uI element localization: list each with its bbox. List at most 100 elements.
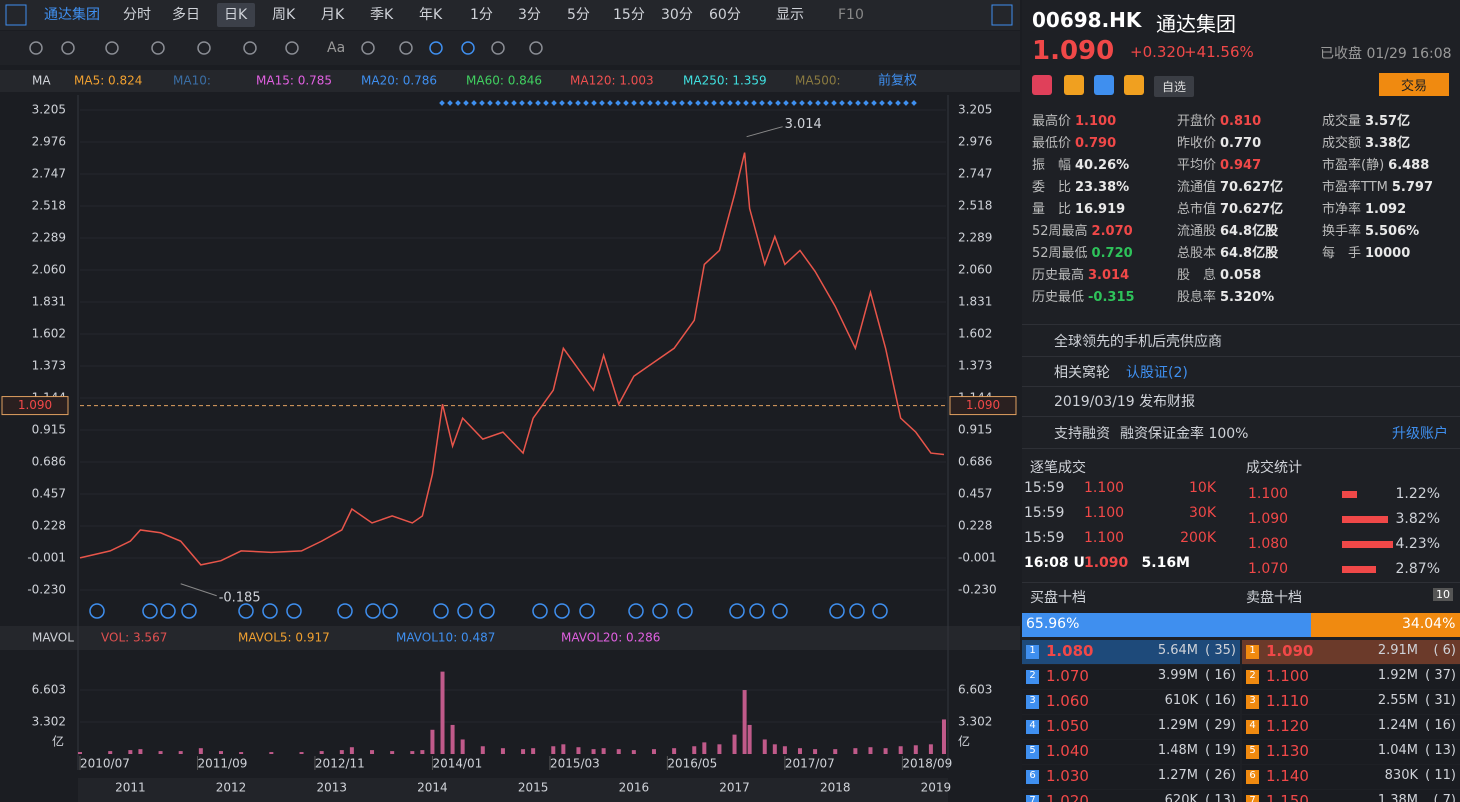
volume-bar: [742, 690, 747, 754]
panel-icon[interactable]: [991, 4, 1013, 26]
stat-label: 每 手: [1322, 246, 1362, 261]
event-marker[interactable]: [89, 603, 105, 619]
book-row: [1242, 665, 1460, 689]
book-price: 1.060: [1046, 692, 1089, 710]
signal-dot: [535, 100, 541, 106]
signal-dot: [695, 100, 701, 106]
tool-row-bg: [0, 31, 1020, 65]
period-tab[interactable]: 月K: [321, 7, 345, 23]
event-marker[interactable]: [652, 603, 668, 619]
book-count: ( 37): [1425, 668, 1456, 683]
signal-dot: [647, 100, 653, 106]
adjust-button[interactable]: 前复权: [878, 73, 917, 89]
tool-icon[interactable]: [61, 41, 75, 55]
volume-bar: [591, 749, 596, 754]
event-marker[interactable]: [772, 603, 788, 619]
event-marker[interactable]: [433, 603, 449, 619]
volume-bar: [158, 751, 163, 754]
event-marker[interactable]: [181, 603, 197, 619]
level-badge: 5: [1246, 745, 1259, 759]
tool-icon[interactable]: [105, 41, 119, 55]
period-tab[interactable]: 年K: [419, 7, 443, 23]
stat-item: 市净率 1.092: [1322, 198, 1406, 217]
event-marker[interactable]: [337, 603, 353, 619]
stat-value: 10000: [1365, 246, 1411, 261]
volume-bar: [480, 746, 485, 754]
event-marker[interactable]: [872, 603, 888, 619]
volume-bar: [561, 744, 566, 754]
stat-price: 1.070: [1248, 561, 1289, 577]
period-tab[interactable]: 3分: [518, 7, 541, 23]
watch-button[interactable]: 自选: [1154, 76, 1195, 97]
event-marker[interactable]: [849, 603, 865, 619]
event-marker[interactable]: [749, 603, 765, 619]
event-marker[interactable]: [142, 603, 158, 619]
event-marker[interactable]: [286, 603, 302, 619]
event-marker[interactable]: [479, 603, 495, 619]
tool-icon[interactable]: [361, 41, 375, 55]
event-marker[interactable]: [365, 603, 381, 619]
stat-label: 平均价: [1177, 158, 1217, 173]
stat-value: 2.070: [1091, 224, 1133, 239]
tool-icon[interactable]: [491, 41, 505, 55]
badge-icon: [1124, 75, 1144, 95]
tool-icon[interactable]: [151, 41, 165, 55]
y-tick-label-right: 6.603: [958, 683, 992, 697]
event-marker[interactable]: [262, 603, 278, 619]
tool-icon[interactable]: [461, 41, 475, 55]
trade-button[interactable]: 交易: [1379, 73, 1449, 96]
event-marker[interactable]: [579, 603, 595, 619]
event-marker[interactable]: [677, 603, 693, 619]
stat-label: 成交额: [1322, 136, 1362, 151]
tool-icon[interactable]: [197, 41, 211, 55]
change-pct: +41.56%: [1184, 43, 1254, 61]
stat-pct: 4.23%: [1395, 536, 1440, 552]
level-badge: 7: [1246, 795, 1259, 802]
signal-dot: [727, 100, 733, 106]
warrant-link[interactable]: 认股证(2): [1126, 365, 1188, 381]
tool-icon[interactable]: [285, 41, 299, 55]
period-tab[interactable]: 多日: [172, 6, 200, 23]
period-tab[interactable]: 1分: [470, 7, 493, 23]
period-tab[interactable]: 日K: [224, 7, 248, 23]
tool-icon[interactable]: [29, 41, 43, 55]
period-tab[interactable]: 分时: [123, 7, 151, 23]
y-tick-label: 2.518: [32, 199, 66, 213]
tool-icon[interactable]: [399, 41, 413, 55]
volume-bar: [782, 746, 787, 754]
signal-dot: [767, 100, 773, 106]
depth-button[interactable]: 10: [1433, 588, 1453, 601]
tool-icon[interactable]: [429, 41, 443, 55]
stat-item: 振 幅 40.26%: [1032, 154, 1129, 173]
period-tab[interactable]: 周K: [272, 7, 296, 23]
event-marker[interactable]: [554, 603, 570, 619]
stat-label: 市净率: [1322, 202, 1362, 217]
tool-icon[interactable]: [243, 41, 257, 55]
upgrade-link[interactable]: 升级账户: [1392, 426, 1448, 442]
stat-value: 5.797: [1391, 180, 1433, 195]
divider: [1022, 448, 1460, 449]
signal-dot: [815, 100, 821, 106]
event-marker[interactable]: [829, 603, 845, 619]
sidebar-icon[interactable]: [5, 4, 27, 26]
event-marker[interactable]: [382, 603, 398, 619]
event-marker[interactable]: [532, 603, 548, 619]
event-marker[interactable]: [238, 603, 254, 619]
display-menu[interactable]: 显示: [776, 7, 804, 23]
y-tick-label-right: 1.831: [958, 295, 992, 309]
period-tab[interactable]: 季K: [370, 7, 394, 23]
font-button[interactable]: Aa: [327, 40, 345, 56]
tool-icon[interactable]: [529, 41, 543, 55]
period-tab[interactable]: 5分: [567, 7, 590, 23]
event-marker[interactable]: [457, 603, 473, 619]
f10-button[interactable]: F10: [838, 7, 864, 23]
x-tick-label: 2011/09: [198, 757, 248, 771]
event-marker[interactable]: [729, 603, 745, 619]
book-row: [1022, 715, 1240, 739]
event-marker[interactable]: [160, 603, 176, 619]
period-tab[interactable]: 60分: [709, 7, 741, 23]
period-tab[interactable]: 30分: [661, 7, 693, 23]
period-tab[interactable]: 15分: [613, 7, 645, 23]
stock-tab[interactable]: 通达集团: [44, 6, 100, 23]
event-marker[interactable]: [628, 603, 644, 619]
